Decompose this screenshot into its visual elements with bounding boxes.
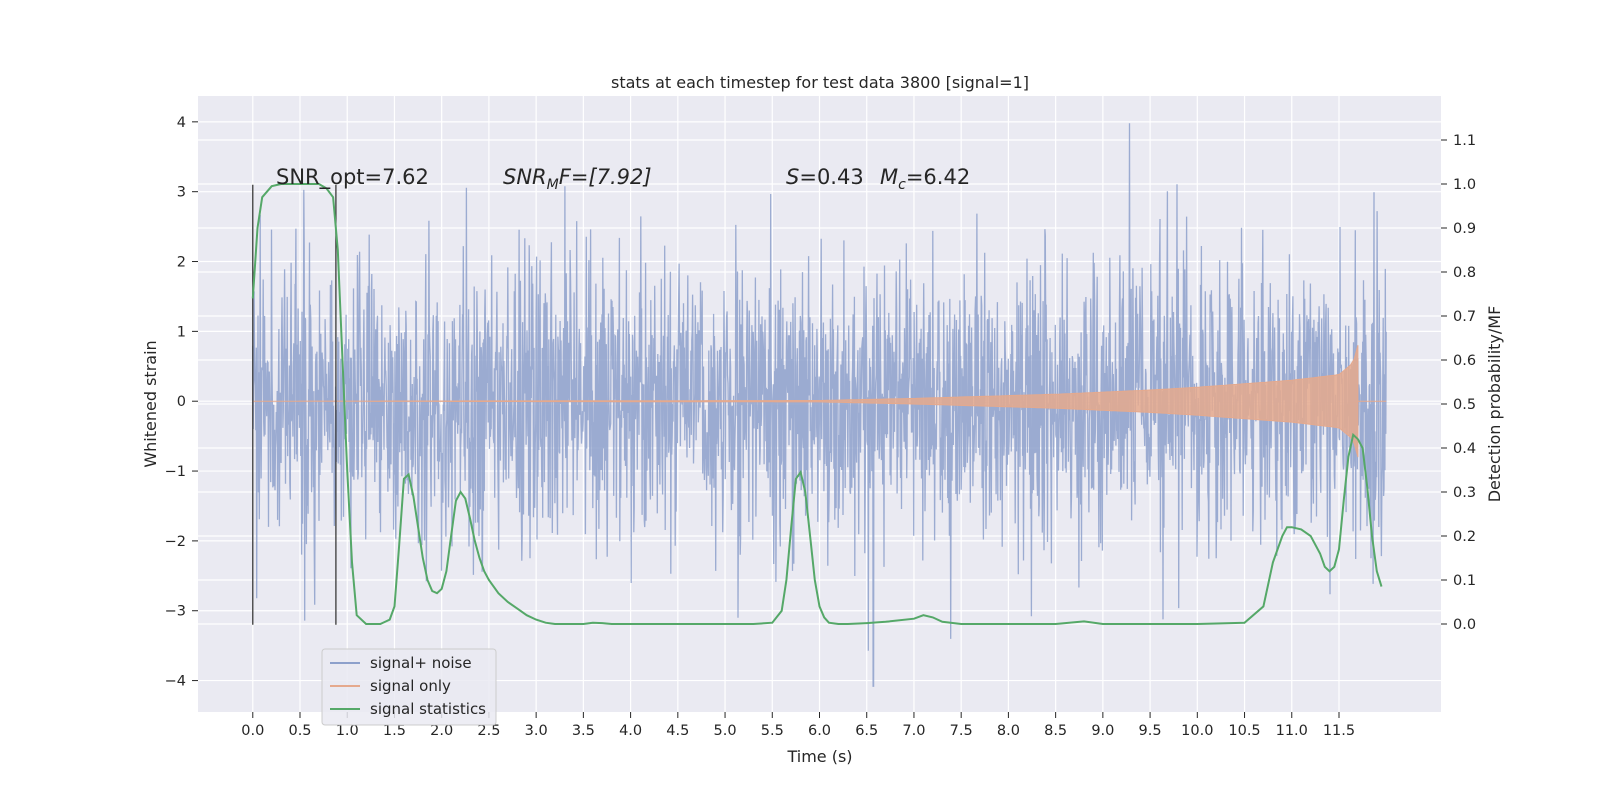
series-signal-statistics	[251, 183, 1383, 625]
y-right-tick-label: 0.1	[1453, 573, 1476, 589]
x-tick-label: 7.0	[902, 723, 925, 739]
snr-mf-sub: M	[547, 177, 559, 193]
legend-box	[321, 648, 497, 726]
y-tick-label: −3	[165, 604, 186, 620]
x-tick-label: 6.5	[855, 723, 878, 739]
annotation-s: S=0.43	[786, 165, 864, 189]
y-right-tick-label: 0.5	[1453, 397, 1476, 413]
x-tick-label: 10.5	[1228, 723, 1260, 739]
x-tick-label: 4.5	[666, 723, 689, 739]
series-signal-noise	[252, 123, 1387, 687]
snr-mf-tail: F=[7.92]	[559, 165, 652, 189]
y-right-tick-label: 0.8	[1453, 265, 1476, 281]
x-tick-label: 11.5	[1323, 723, 1355, 739]
y-tick-label: 3	[177, 185, 186, 201]
x-tick-label: 3.0	[525, 723, 548, 739]
s-name: S	[786, 165, 799, 189]
y-tick-label: 1	[177, 324, 186, 340]
y-axis-label-left: Whitened strain	[141, 340, 160, 467]
s-value: =0.43	[799, 165, 863, 189]
y-right-tick-label: 0.4	[1453, 441, 1476, 457]
x-tick-label: 1.0	[336, 723, 359, 739]
y-axis-left: 4 3 2 1 0 −1 −2 −3 −4	[165, 115, 198, 690]
y-tick-label: −4	[165, 674, 186, 690]
legend: signal+ noise signal only signal statist…	[321, 648, 497, 726]
x-tick-label: 0.0	[241, 723, 264, 739]
x-tick-label: 11.0	[1276, 723, 1308, 739]
y-right-tick-label: 0.2	[1453, 529, 1476, 545]
y-axis-right: 1.1 1.0 0.9 0.8 0.7 0.6 0.5 0.4 0.3 0.2 0.1 0.0	[1441, 133, 1476, 633]
y-right-tick-label: 0.0	[1453, 617, 1476, 633]
x-tick-label: 4.0	[619, 723, 642, 739]
y-tick-label: 2	[177, 255, 186, 271]
x-tick-label: 5.5	[761, 723, 784, 739]
mc-sub: c	[898, 177, 906, 193]
y-tick-label: 0	[177, 394, 186, 410]
legend-label-signal-noise: signal+ noise	[370, 654, 472, 672]
x-tick-label: 7.5	[950, 723, 973, 739]
x-tick-label: 10.0	[1181, 723, 1213, 739]
y-right-tick-label: 1.0	[1453, 177, 1476, 193]
x-tick-label: 3.5	[572, 723, 595, 739]
y-right-tick-label: 0.7	[1453, 309, 1476, 325]
annotation-snr-opt: SNR_opt=7.62	[276, 165, 429, 190]
legend-label-signal-statistics: signal statistics	[370, 700, 486, 718]
y-right-tick-label: 0.9	[1453, 221, 1476, 237]
y-axis-label-right: Detection probability/MF	[1485, 306, 1504, 503]
y-right-tick-label: 1.1	[1453, 133, 1476, 149]
x-axis: 0.0 0.5 1.0 1.5 2.0 2.5 3.0 3.5 4.0 4.5 5.0 5.5 6.0 6…	[241, 712, 1355, 739]
x-tick-label: 9.0	[1091, 723, 1114, 739]
series-signal-only	[252, 345, 1387, 458]
annotation-mc: Mc=6.42	[880, 165, 970, 193]
x-tick-label: 5.0	[714, 723, 737, 739]
mc-name: M	[880, 165, 898, 189]
y-right-tick-label: 0.3	[1453, 485, 1476, 501]
x-tick-label: 1.5	[383, 723, 406, 739]
x-tick-label: 0.5	[288, 723, 311, 739]
legend-label-signal-only: signal only	[370, 677, 451, 695]
x-axis-label: Time (s)	[786, 747, 852, 766]
y-tick-label: −1	[165, 464, 186, 480]
y-tick-label: −2	[165, 534, 186, 550]
x-tick-label: 6.0	[808, 723, 831, 739]
vertical-markers	[252, 184, 337, 625]
annotation-snr-mf: SNRMF=[7.92]	[503, 165, 652, 193]
x-tick-label: 8.0	[997, 723, 1020, 739]
x-tick-label: 2.5	[477, 723, 500, 739]
x-tick-label: 2.0	[430, 723, 453, 739]
y-tick-label: 4	[177, 115, 186, 131]
x-tick-label: 9.5	[1139, 723, 1162, 739]
y-right-tick-label: 0.6	[1453, 353, 1476, 369]
x-tick-label: 8.5	[1044, 723, 1067, 739]
snr-mf-name: SNR	[503, 165, 547, 189]
mc-value: =6.42	[906, 165, 970, 189]
chart-title: stats at each timestep for test data 380…	[611, 73, 1029, 92]
